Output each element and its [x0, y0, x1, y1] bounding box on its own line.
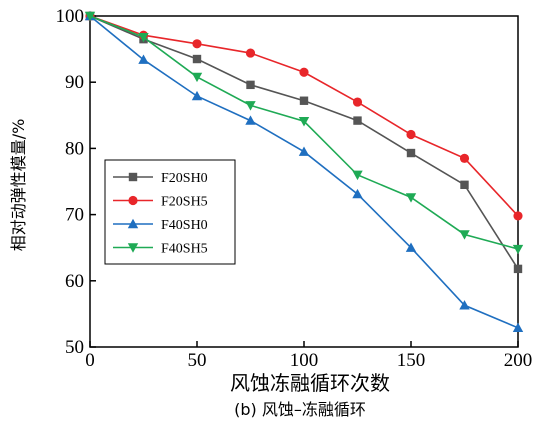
- y-tick-label: 60: [65, 271, 84, 292]
- data-point: [352, 97, 363, 107]
- data-point: [405, 242, 417, 252]
- legend-marker: [128, 195, 138, 206]
- y-axis-title: 相对动弹性模量/%: [9, 119, 28, 252]
- y-tick-label: 50: [65, 337, 84, 358]
- legend-item: F40SH0: [113, 218, 208, 233]
- data-point: [84, 11, 96, 22]
- legend-marker: [127, 243, 139, 253]
- y-tick-label: 90: [65, 72, 84, 93]
- chart-caption: (b) 风蚀–冻融循环: [234, 400, 366, 419]
- data-point: [299, 67, 309, 77]
- data-point: [459, 230, 470, 240]
- x-tick-label: 50: [188, 350, 207, 371]
- legend-label: F20SH5: [161, 195, 208, 210]
- x-tick-label: 100: [290, 350, 319, 371]
- data-point: [352, 188, 363, 199]
- data-point: [459, 153, 470, 163]
- legend-item: F20SH5: [113, 195, 208, 210]
- legend-item: F40SH5: [113, 242, 208, 257]
- y-tick-label: 100: [56, 6, 85, 27]
- data-point: [298, 117, 310, 127]
- data-point: [460, 180, 469, 190]
- data-point: [406, 148, 416, 158]
- data-point: [192, 39, 202, 49]
- x-tick-label: 200: [504, 350, 533, 371]
- data-point: [352, 170, 363, 181]
- data-point: [299, 96, 309, 105]
- legend-label: F40SH5: [161, 242, 208, 257]
- x-axis-title: 风蚀冻融循环次数: [230, 371, 390, 395]
- data-point: [512, 322, 524, 333]
- x-tick-label: 0: [85, 350, 95, 371]
- data-point: [353, 116, 362, 125]
- legend-label: F40SH0: [161, 218, 208, 233]
- data-point: [191, 90, 203, 101]
- legend-item: F20SH0: [113, 171, 208, 186]
- data-point: [405, 193, 417, 203]
- data-point: [245, 48, 256, 58]
- legend-marker: [128, 172, 138, 182]
- legend-label: F20SH0: [161, 171, 208, 186]
- y-tick-label: 80: [65, 138, 84, 159]
- data-point: [192, 54, 202, 64]
- legend-marker: [127, 218, 139, 229]
- legend: F20SH0 F20SH5 F40SH0 F40SH5: [104, 159, 236, 265]
- series-f20sh5: [85, 11, 523, 221]
- series-layer: [84, 10, 524, 333]
- series-f40sh5: [84, 11, 524, 255]
- data-point: [246, 80, 255, 90]
- y-tick-label: 70: [65, 205, 84, 226]
- data-point: [459, 300, 470, 310]
- data-point: [513, 211, 523, 221]
- data-point: [138, 54, 149, 64]
- data-point: [191, 72, 203, 83]
- data-point: [245, 115, 256, 125]
- x-tick-label: 150: [397, 350, 426, 371]
- data-point: [138, 32, 149, 43]
- data-point: [512, 244, 524, 255]
- data-point: [298, 146, 310, 156]
- data-point: [406, 129, 416, 140]
- data-point: [245, 101, 256, 111]
- data-point: [513, 264, 523, 274]
